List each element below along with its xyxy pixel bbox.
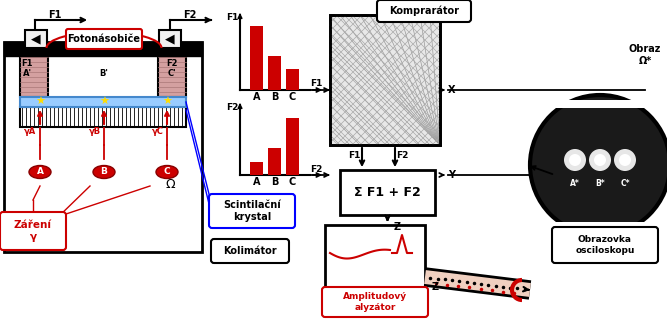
Bar (20, 55, 48, 97)
Bar (25, 30, 47, 48)
FancyBboxPatch shape (211, 239, 289, 263)
Bar (286, 118, 299, 175)
Bar (268, 56, 281, 90)
Bar (268, 148, 281, 175)
FancyBboxPatch shape (209, 194, 295, 228)
FancyBboxPatch shape (0, 212, 66, 250)
Text: F1: F1 (226, 12, 238, 22)
FancyBboxPatch shape (552, 227, 658, 263)
Bar (330, 15, 440, 145)
Text: A: A (253, 177, 260, 187)
Bar (552, 100, 648, 108)
Bar (286, 69, 299, 90)
Bar (325, 225, 425, 287)
Bar (20, 97, 186, 107)
Text: Záření
γ: Záření γ (14, 220, 52, 242)
Text: ★: ★ (35, 97, 45, 107)
Text: Kolimátor: Kolimátor (223, 246, 277, 256)
Bar (330, 15, 440, 145)
Text: C: C (289, 177, 296, 187)
Text: B: B (271, 92, 278, 102)
Text: Komprarátor: Komprarátor (389, 6, 459, 16)
Ellipse shape (530, 95, 667, 235)
Text: B*: B* (595, 179, 605, 187)
Ellipse shape (619, 154, 631, 166)
Text: A: A (37, 167, 43, 177)
Ellipse shape (29, 165, 51, 179)
Text: C: C (289, 92, 296, 102)
FancyBboxPatch shape (322, 287, 428, 317)
Text: A': A' (23, 70, 31, 78)
Bar (250, 163, 263, 175)
Text: X: X (448, 85, 456, 95)
Text: γC: γC (152, 128, 164, 136)
Ellipse shape (11, 145, 197, 205)
Text: F2: F2 (226, 102, 238, 112)
Ellipse shape (564, 149, 586, 171)
Bar (340, 170, 435, 215)
Text: Fotonásobiče: Fotonásobiče (67, 34, 141, 44)
Bar (158, 55, 186, 97)
Text: Σ F1 + F2: Σ F1 + F2 (354, 186, 421, 199)
Text: C: C (163, 167, 170, 177)
Bar (4, 42, 202, 252)
Text: ★: ★ (99, 97, 109, 107)
Text: ★: ★ (162, 97, 172, 107)
Text: F1: F1 (48, 10, 61, 20)
Text: F1: F1 (348, 150, 360, 160)
Text: C*: C* (620, 179, 630, 187)
Bar (20, 107, 186, 127)
Text: F2: F2 (396, 150, 408, 160)
Text: γB: γB (89, 128, 101, 136)
Text: F2: F2 (166, 59, 177, 67)
Bar (250, 26, 263, 90)
Text: Z: Z (432, 282, 439, 292)
FancyBboxPatch shape (377, 0, 471, 22)
Text: Obraz
Ω*: Obraz Ω* (629, 44, 661, 66)
Ellipse shape (569, 154, 581, 166)
Bar (159, 30, 181, 48)
Text: Z: Z (394, 222, 401, 232)
Text: C': C' (167, 70, 176, 78)
Ellipse shape (614, 149, 636, 171)
Text: F2: F2 (309, 164, 322, 174)
Text: F1: F1 (309, 79, 322, 89)
Text: Amplitudový
alyzátor: Amplitudový alyzátor (343, 292, 407, 312)
Text: A: A (253, 92, 260, 102)
Text: A*: A* (570, 179, 580, 187)
FancyBboxPatch shape (66, 29, 142, 49)
Text: B: B (271, 177, 278, 187)
Text: B': B' (99, 70, 109, 78)
Ellipse shape (589, 149, 611, 171)
Text: γA: γA (24, 128, 36, 136)
Text: Scintilační
krystal: Scintilační krystal (223, 200, 281, 222)
Text: B: B (101, 167, 107, 177)
Ellipse shape (594, 154, 606, 166)
Text: F1: F1 (21, 59, 33, 67)
Text: Y: Y (448, 170, 456, 180)
Text: Obrazovka
osciloskopu: Obrazovka osciloskopu (576, 235, 635, 255)
Bar (552, 222, 648, 230)
Ellipse shape (156, 165, 178, 179)
Bar (4, 42, 202, 56)
Text: ◀: ◀ (165, 32, 175, 45)
Text: F2: F2 (183, 10, 197, 20)
Text: Ω: Ω (165, 179, 175, 192)
Ellipse shape (93, 165, 115, 179)
Text: ◀: ◀ (31, 32, 41, 45)
